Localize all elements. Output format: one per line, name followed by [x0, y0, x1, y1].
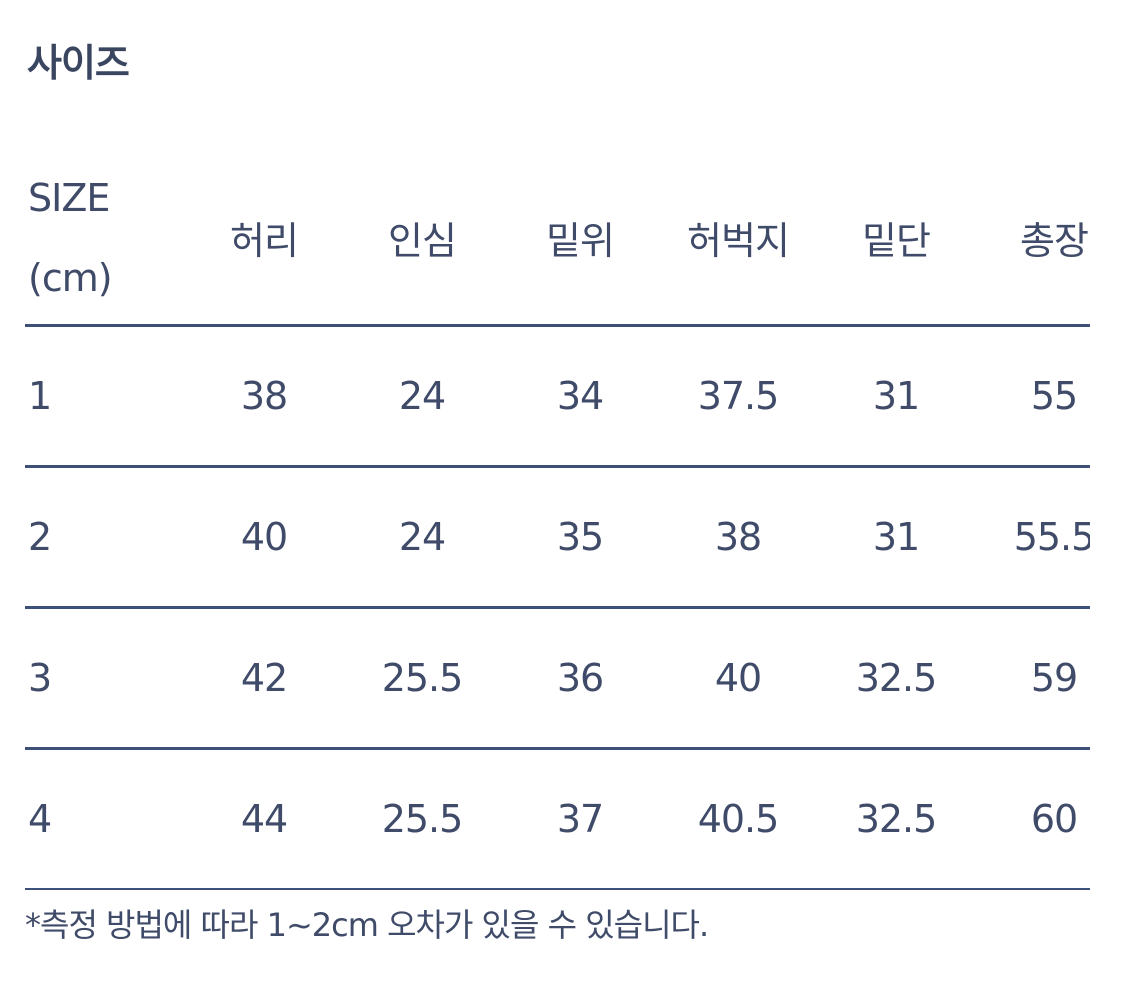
value-cell: 38 — [714, 515, 762, 559]
unit-label: (cm) — [28, 255, 113, 300]
table-row: 4 44 25.5 37 40.5 32.5 60 — [25, 750, 1090, 888]
size-cell: 1 — [28, 374, 52, 418]
value-cell: 55 — [1030, 374, 1078, 418]
row-divider — [25, 888, 1090, 890]
value-cell: 35 — [556, 515, 604, 559]
value-cell: 24 — [398, 515, 446, 559]
row-divider — [25, 606, 1090, 609]
value-cell: 60 — [1030, 797, 1078, 841]
size-cell: 2 — [28, 515, 52, 559]
value-cell: 40 — [714, 656, 762, 700]
value-cell: 37.5 — [697, 374, 780, 418]
size-table: SIZE (cm) 허리 인심 밑위 허벅지 밑단 총장 1 38 24 34 37.5… — [25, 150, 1090, 890]
column-header: 인심 — [388, 219, 457, 263]
measurement-note: *측정 방법에 따라 1~2cm 오차가 있을 수 있습니다. — [25, 906, 709, 944]
value-cell: 42 — [240, 656, 288, 700]
table-header-row: SIZE (cm) 허리 인심 밑위 허벅지 밑단 총장 — [25, 150, 1090, 325]
row-divider — [25, 747, 1090, 750]
value-cell: 37 — [556, 797, 604, 841]
value-cell: 36 — [556, 656, 604, 700]
value-cell: 40 — [240, 515, 288, 559]
row-divider — [25, 465, 1090, 468]
value-cell: 24 — [398, 374, 446, 418]
column-header: 밑위 — [546, 219, 615, 263]
row-divider — [25, 324, 1090, 327]
value-cell: 32.5 — [855, 797, 938, 841]
size-cell: 3 — [28, 656, 52, 700]
value-cell: 32.5 — [855, 656, 938, 700]
value-cell: 31 — [872, 515, 920, 559]
value-cell: 38 — [240, 374, 288, 418]
size-label: SIZE — [28, 175, 110, 220]
column-header: 허리 — [230, 219, 299, 263]
size-header: SIZE (cm) — [25, 158, 185, 318]
value-cell: 31 — [872, 374, 920, 418]
column-header: 총장 — [1020, 219, 1089, 263]
value-cell: 59 — [1030, 656, 1078, 700]
table-row: 2 40 24 35 38 31 55.5 — [25, 468, 1090, 606]
column-header: 허벅지 — [687, 219, 790, 263]
column-header: 밑단 — [862, 219, 931, 263]
value-cell: 44 — [240, 797, 288, 841]
value-cell: 55.5 — [1013, 515, 1090, 559]
value-cell: 25.5 — [381, 797, 464, 841]
table-row: 3 42 25.5 36 40 32.5 59 — [25, 609, 1090, 747]
section-title: 사이즈 — [27, 41, 130, 85]
value-cell: 25.5 — [381, 656, 464, 700]
value-cell: 40.5 — [697, 797, 780, 841]
value-cell: 34 — [556, 374, 604, 418]
table-row: 1 38 24 34 37.5 31 55 — [25, 327, 1090, 465]
size-cell: 4 — [28, 797, 52, 841]
